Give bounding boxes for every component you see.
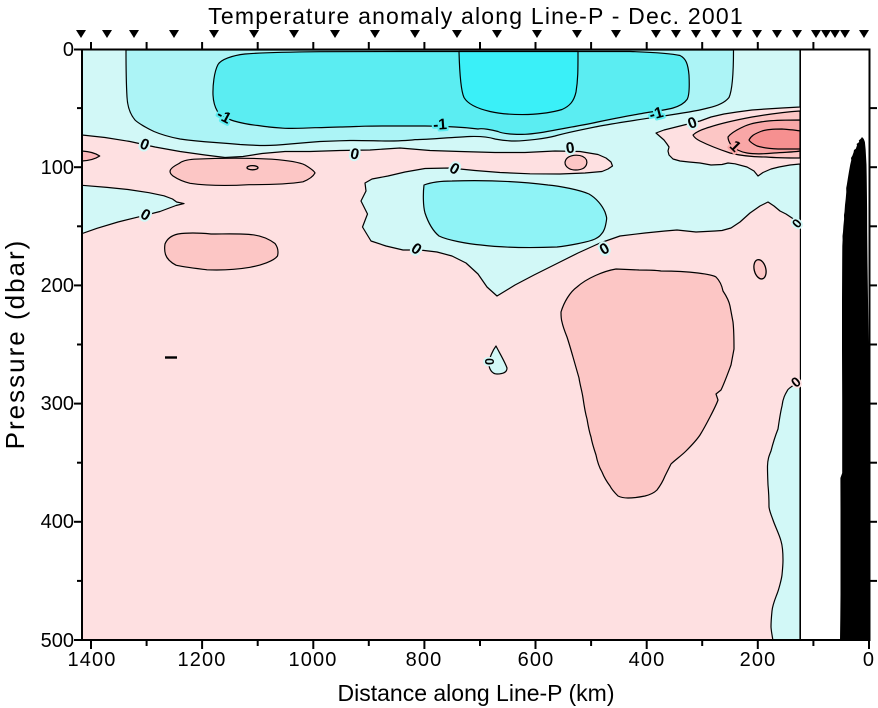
svg-text:Distance along Line-P (km): Distance along Line-P (km) (338, 680, 615, 706)
svg-text:200: 200 (740, 649, 777, 671)
svg-text:600: 600 (518, 649, 555, 671)
svg-text:800: 800 (406, 649, 443, 671)
svg-text:400: 400 (41, 511, 74, 533)
svg-text:-1: -1 (648, 104, 666, 124)
svg-text:1400: 1400 (68, 649, 117, 671)
svg-text:300: 300 (41, 393, 74, 415)
svg-text:1000: 1000 (289, 649, 338, 671)
svg-text:200: 200 (41, 275, 74, 297)
svg-text:Pressure (dbar): Pressure (dbar) (0, 239, 30, 450)
svg-text:0: 0 (63, 39, 74, 61)
svg-text:400: 400 (629, 649, 666, 671)
svg-text:500: 500 (41, 630, 74, 652)
svg-text:Temperature anomaly along Line: Temperature anomaly along Line-P - Dec. … (208, 3, 744, 29)
svg-text:100: 100 (41, 157, 74, 179)
svg-text:1200: 1200 (178, 649, 227, 671)
svg-text:0: 0 (863, 649, 875, 671)
svg-text:-1: -1 (433, 116, 448, 134)
svg-text:0: 0 (483, 358, 497, 365)
